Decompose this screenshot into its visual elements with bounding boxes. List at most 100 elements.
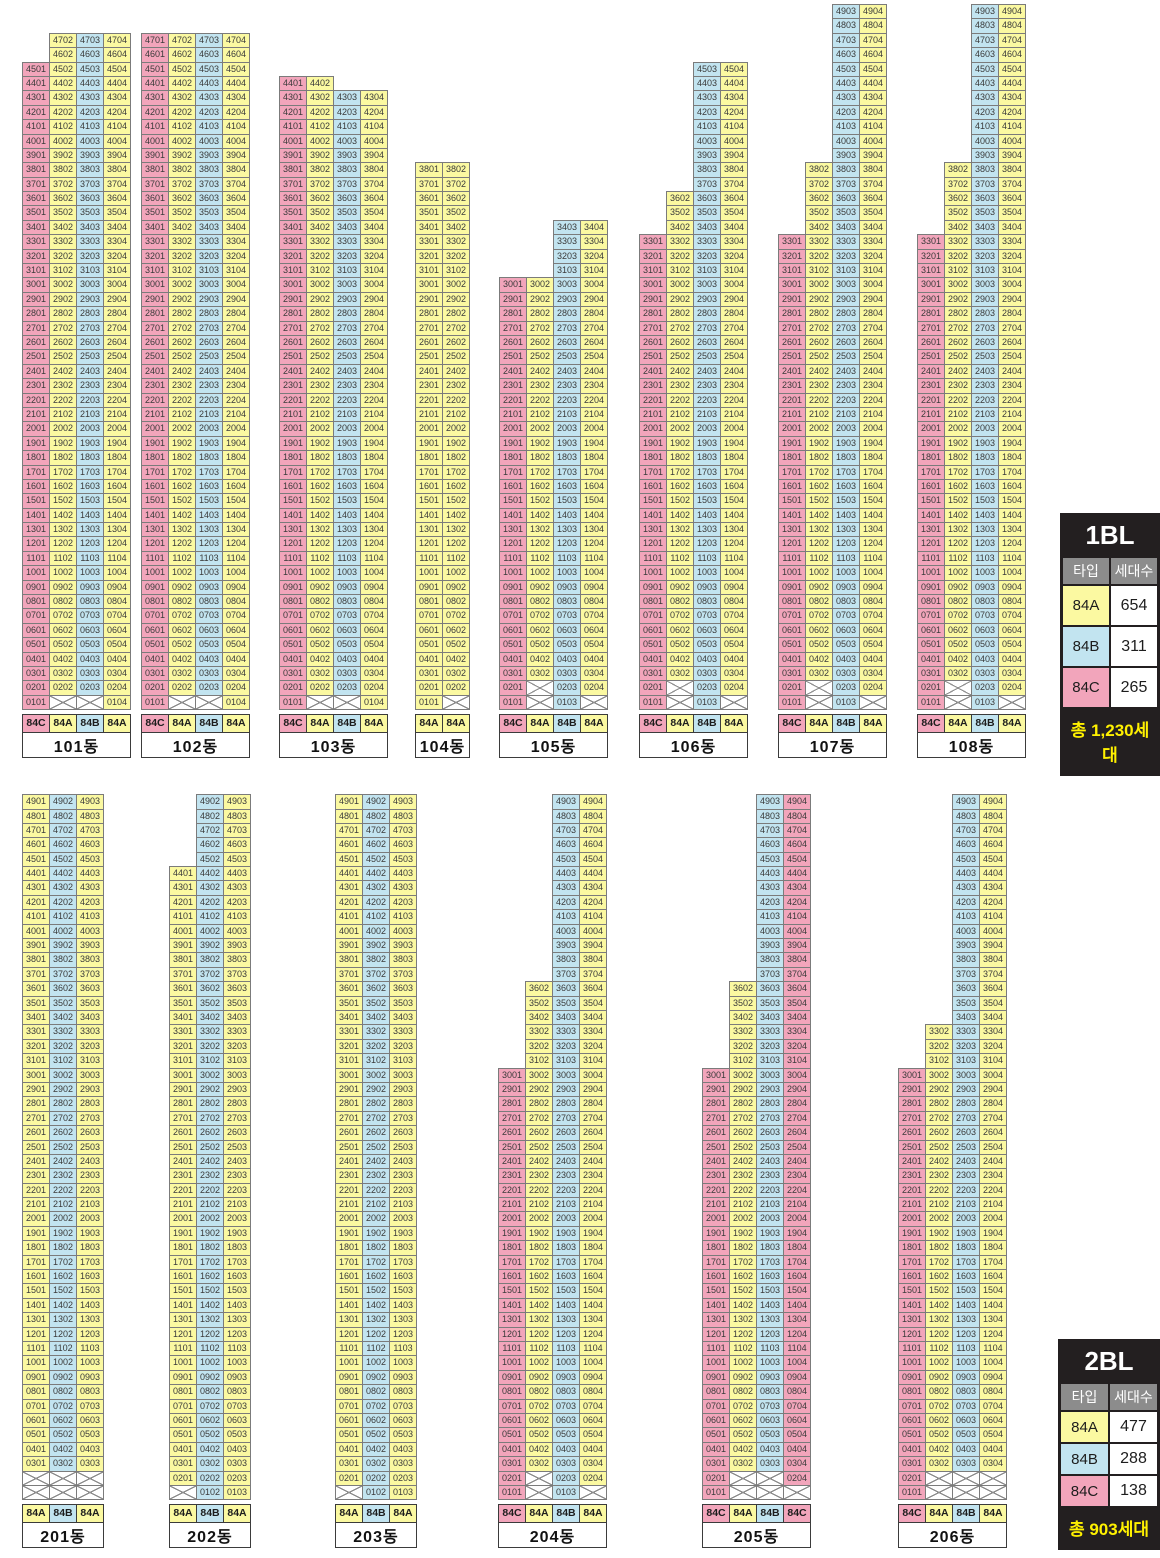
unit-cell: 4504: [222, 61, 250, 77]
unit-cell: 2003: [333, 421, 361, 437]
unit-cell: 4703: [389, 822, 417, 839]
unit-cell: 3904: [360, 147, 388, 164]
unit-cell: 1302: [666, 522, 694, 538]
unit-cell: 2203: [389, 1182, 417, 1199]
unit-cell: 0304: [859, 665, 887, 682]
unit-cell: 3602: [805, 191, 833, 207]
unit-cell: 4204: [103, 104, 131, 121]
unit-cell: 3703: [76, 966, 104, 983]
type-label: 84B: [693, 714, 721, 734]
unit-cell: 2001: [141, 421, 169, 437]
crossed-cell: [579, 1484, 607, 1501]
type-label: 84C: [639, 714, 667, 734]
unit-cell: 1802: [49, 450, 77, 466]
unit-cell: 4303: [552, 880, 580, 896]
unit-grid: 3001 2901 2801 2701 2601 2501 2401 2301 2201 2101…: [498, 794, 607, 1501]
unit-cell: 3702: [168, 176, 196, 193]
unit-cell: 3902: [49, 938, 77, 954]
unit-cell: 1504: [720, 493, 748, 509]
unit-cell: 1303: [832, 522, 860, 538]
unit-cell: 1703: [693, 464, 721, 480]
unit-cell: 2801: [498, 1096, 526, 1112]
unit-cell: 4303: [333, 90, 361, 106]
unit-cell: 1002: [666, 565, 694, 581]
unit-cell: 4004: [998, 133, 1026, 149]
unit-cell: 3302: [442, 234, 470, 250]
unit-cell: 4004: [222, 133, 250, 149]
unit-cell: 2202: [729, 1182, 757, 1199]
unit-cell: 3704: [859, 176, 887, 193]
unit-column-02: 4902 4802 4702 4602 4502 4402 4302 4202 4102 4002…: [196, 794, 224, 1501]
unit-cell: 3003: [971, 277, 999, 293]
unit-cell: 1501: [335, 1283, 363, 1299]
unit-cell: 4201: [279, 104, 307, 121]
unit-cell: 2302: [729, 1168, 757, 1184]
unit-cell: 2704: [360, 320, 388, 336]
unit-cell: 0203: [832, 680, 860, 696]
unit-cell: 1201: [415, 536, 443, 552]
unit-cell: 2304: [579, 1168, 607, 1184]
unit-cell: 4501: [141, 61, 169, 77]
unit-cell: 0601: [917, 622, 945, 639]
unit-cell: 2701: [639, 320, 667, 336]
unit-cell: 0902: [525, 1369, 553, 1386]
unit-cell: 3701: [415, 176, 443, 193]
unit-cell: 4803: [76, 808, 104, 824]
crossed-cell: [756, 1484, 784, 1501]
unit-cell: 2202: [306, 392, 334, 408]
unit-cell: 1902: [306, 435, 334, 452]
unit-cell: 1501: [898, 1283, 926, 1299]
unit-cell: 3802: [362, 952, 390, 968]
unit-cell: 1502: [729, 1283, 757, 1299]
unit-cell: 0503: [223, 1427, 251, 1443]
unit-cell: 0801: [335, 1384, 363, 1400]
unit-cell: 3202: [944, 248, 972, 265]
unit-cell: 1903: [76, 1225, 104, 1242]
unit-cell: 2402: [362, 1153, 390, 1170]
unit-cell: 3503: [832, 205, 860, 221]
unit-cell: 3403: [195, 219, 223, 236]
unit-cell: 0101: [415, 694, 443, 711]
type-label: 84C: [279, 714, 307, 734]
unit-cell: 2203: [952, 1182, 980, 1199]
unit-cell: 0801: [917, 594, 945, 610]
unit-cell: 2403: [333, 363, 361, 380]
unit-cell: 4004: [720, 133, 748, 149]
unit-cell: 2102: [805, 406, 833, 423]
unit-cell: 0304: [222, 665, 250, 682]
unit-cell: 0203: [693, 680, 721, 696]
unit-cell: 2403: [552, 1153, 580, 1170]
unit-cell: 0302: [196, 1456, 224, 1472]
unit-cell: 1801: [22, 450, 50, 466]
unit-cell: 0201: [917, 680, 945, 696]
unit-cell: 2003: [389, 1211, 417, 1227]
unit-cell: 1103: [76, 550, 104, 567]
unit-cell: 2301: [639, 378, 667, 394]
unit-cell: 2902: [306, 291, 334, 308]
unit-cell: 1903: [952, 1225, 980, 1242]
unit-cell: 2503: [195, 349, 223, 365]
unit-cell: 2302: [49, 1168, 77, 1184]
unit-cell: 3604: [720, 191, 748, 207]
type-label-row: 84A 84B 84A: [22, 1504, 104, 1524]
unit-cell: 3001: [639, 277, 667, 293]
unit-cell: 3003: [952, 1067, 980, 1083]
unit-cell: 2604: [580, 334, 608, 351]
unit-cell: 2702: [944, 320, 972, 336]
building-name: 202동: [169, 1522, 251, 1549]
unit-cell: 3604: [360, 191, 388, 207]
unit-cell: 0604: [579, 1412, 607, 1429]
unit-cell: 2003: [195, 421, 223, 437]
unit-cell: 0803: [389, 1384, 417, 1400]
unit-cell: 3603: [76, 981, 104, 997]
unit-cell: 3001: [279, 277, 307, 293]
unit-cell: 0404: [998, 651, 1026, 667]
unit-cell: 3304: [859, 234, 887, 250]
unit-cell: 3703: [971, 176, 999, 193]
unit-cell: 0201: [335, 1470, 363, 1486]
unit-cell: 3403: [553, 219, 581, 236]
unit-cell: 1503: [832, 493, 860, 509]
type-label: 84A: [580, 714, 608, 734]
unit-cell: 3201: [917, 248, 945, 265]
unit-cell: 0301: [898, 1456, 926, 1472]
